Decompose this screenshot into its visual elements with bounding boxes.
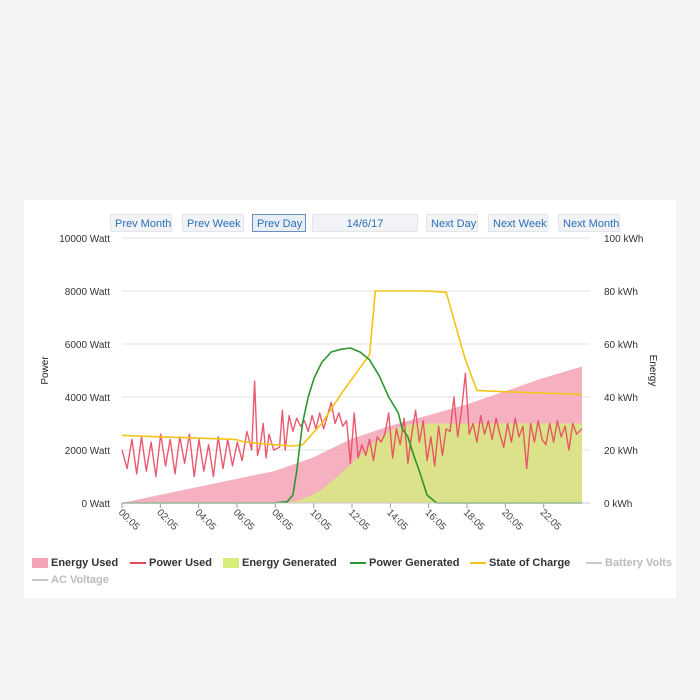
y-axis-title-right: Energy [647, 355, 658, 387]
next-day-button[interactable]: Next Day [426, 214, 478, 232]
y-axis-title-left: Power [40, 356, 51, 385]
y-tick-label-right: 60 kWh [604, 340, 638, 351]
legend-swatch [130, 562, 146, 564]
y-tick-label-left: 2000 Watt [65, 446, 110, 457]
y-tick-label-right: 40 kWh [604, 393, 638, 404]
legend-label: AC Voltage [51, 574, 109, 586]
y-tick-label-right: 0 kWh [604, 499, 632, 510]
date-navigation: Prev Month Prev Week Prev Day 14/6/17 Ne… [24, 214, 676, 234]
energy-generated-area [122, 423, 583, 503]
state-of-charge-line [121, 290, 583, 447]
energy-power-chart: 0 Watt 2000 Watt 4000 Watt 6000 Watt 8000 Wa… [40, 234, 658, 533]
legend-swatch [223, 558, 239, 568]
legend-swatch [586, 562, 602, 564]
y-tick-label-right: 80 kWh [604, 287, 638, 298]
legend-label: Energy Generated [242, 557, 337, 569]
x-tick-label: 04:05 [193, 507, 219, 533]
x-tick-label: 02:05 [154, 507, 180, 533]
prev-day-button[interactable]: Prev Day [252, 214, 306, 232]
x-tick-label: 20:05 [499, 507, 525, 533]
x-tick-label: 00:05 [116, 507, 142, 533]
x-tick-label: 10:05 [308, 507, 334, 533]
legend-label: Energy Used [51, 557, 119, 569]
x-tick-label: 06:05 [231, 507, 257, 533]
legend-swatch [32, 579, 48, 581]
x-tick-label: 18:05 [461, 507, 487, 533]
x-tick-label: 14:05 [384, 507, 410, 533]
next-week-button[interactable]: Next Week [488, 214, 548, 232]
y-tick-label-right: 20 kWh [604, 446, 638, 457]
prev-week-button[interactable]: Prev Week [182, 214, 244, 232]
x-tick-label: 08:05 [269, 507, 295, 533]
x-tick-label: 22:05 [538, 507, 564, 533]
y-tick-label-left: 0 Watt [81, 499, 110, 510]
legend-label: Battery Volts [605, 557, 673, 569]
legend-swatch [350, 562, 366, 564]
x-tick-label: 12:05 [346, 507, 372, 533]
legend-label: State of Charge [489, 557, 571, 569]
date-display[interactable]: 14/6/17 [312, 214, 418, 232]
legend-swatch [32, 558, 48, 568]
power-used-line [121, 372, 583, 478]
y-tick-label-right: 100 kWh [604, 234, 643, 245]
y-tick-label-left: 8000 Watt [65, 287, 110, 298]
y-tick-label-left: 6000 Watt [65, 340, 110, 351]
y-tick-label-left: 4000 Watt [65, 393, 110, 404]
y-tick-label-left: 10000 Watt [59, 234, 110, 245]
prev-month-button[interactable]: Prev Month [110, 214, 172, 232]
legend-label: Power Generated [369, 557, 460, 569]
energy-chart-card: Prev Month Prev Week Prev Day 14/6/17 Ne… [24, 200, 676, 598]
power-generated-line [122, 347, 582, 504]
legend-swatch [470, 562, 486, 564]
next-month-button[interactable]: Next Month [558, 214, 620, 232]
x-tick-label: 16:05 [423, 507, 449, 533]
chart-legend: Energy Used Power Used Energy Generated … [24, 556, 676, 596]
legend-label: Power Used [149, 557, 212, 569]
